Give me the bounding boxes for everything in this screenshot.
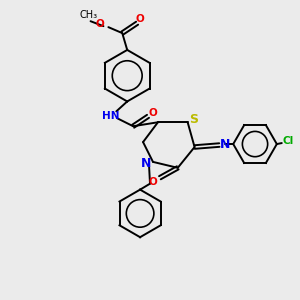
Text: N: N [141, 158, 151, 170]
Text: O: O [148, 177, 157, 187]
Text: O: O [148, 108, 157, 118]
Text: S: S [189, 113, 198, 126]
Text: N: N [220, 138, 230, 151]
Text: Cl: Cl [282, 136, 293, 146]
Text: CH₃: CH₃ [80, 10, 98, 20]
Text: O: O [136, 14, 145, 24]
Text: HN: HN [102, 111, 119, 121]
Text: O: O [95, 19, 104, 29]
